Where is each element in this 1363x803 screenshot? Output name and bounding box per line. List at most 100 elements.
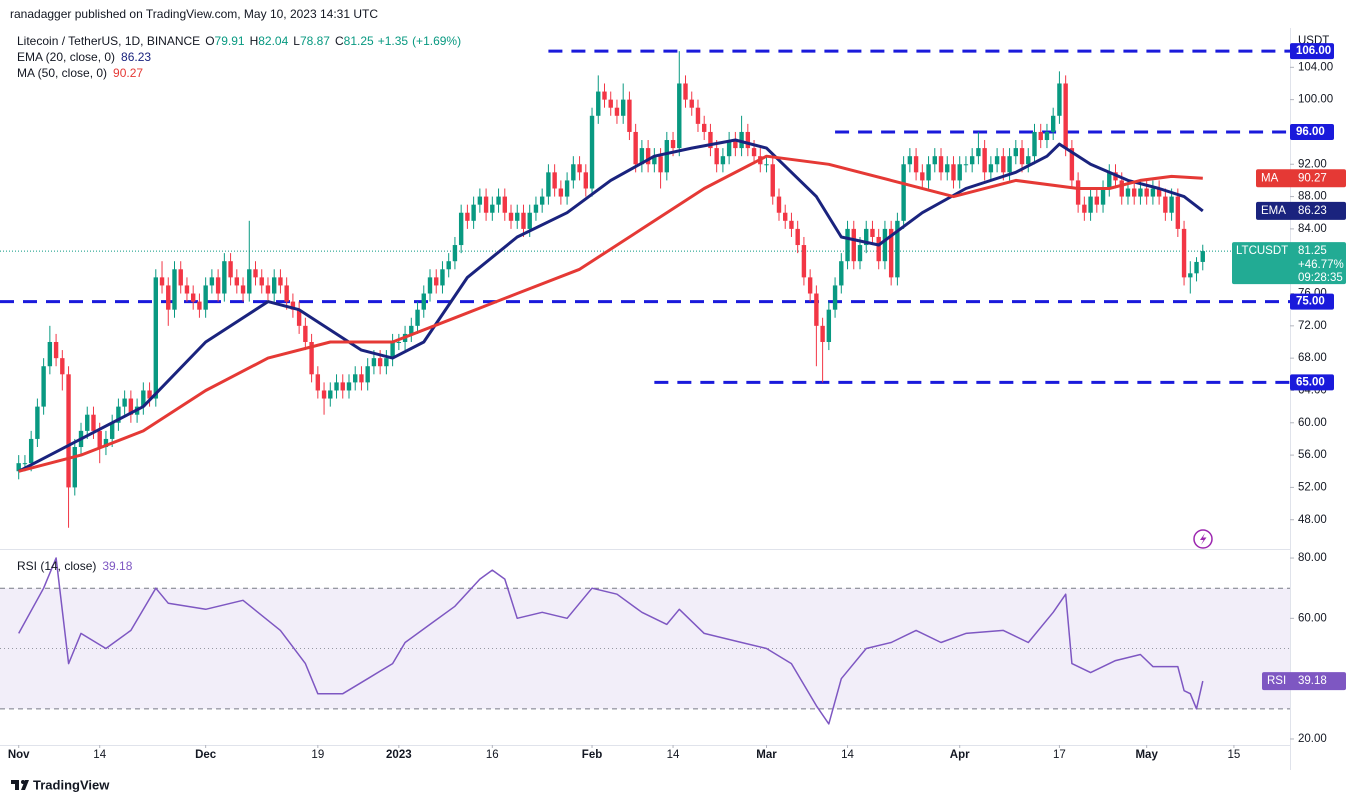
candle-body xyxy=(876,236,881,262)
candle-body xyxy=(1188,273,1193,278)
legend-row: Litecoin / TetherUS, 1D, BINANCE O79.91 H8… xyxy=(17,34,461,48)
candle-body xyxy=(384,358,389,367)
x-tick-label: Apr xyxy=(950,749,970,761)
candle-body xyxy=(907,156,913,165)
candle-body xyxy=(103,438,109,448)
candle-body xyxy=(290,301,296,310)
candle-body xyxy=(982,148,987,173)
candle-body xyxy=(932,156,937,165)
level-badge-label: 65.00 xyxy=(1296,376,1325,388)
alert-bolt xyxy=(1200,533,1207,545)
candle-body xyxy=(1069,148,1075,181)
candle-body xyxy=(471,204,476,221)
candle-body xyxy=(122,398,127,407)
candle-body xyxy=(390,341,395,359)
candle-body xyxy=(851,228,856,262)
candle-body xyxy=(346,382,352,391)
legend-rsi: RSI (14, close) xyxy=(17,559,96,573)
candle-body xyxy=(247,269,252,294)
candle-body xyxy=(496,196,501,205)
candle-body xyxy=(571,164,576,181)
candle-body xyxy=(1138,188,1143,197)
candle-body xyxy=(857,245,863,262)
candle-body xyxy=(359,374,364,383)
candle-body xyxy=(814,293,819,326)
logo-dot xyxy=(21,780,25,784)
candle-body xyxy=(91,414,96,431)
candle-body xyxy=(16,463,21,472)
candle-body xyxy=(926,164,931,181)
y-tick-label: 88.00 xyxy=(1298,191,1327,203)
candle-body xyxy=(714,148,719,165)
legend-indicator: EMA (20, close, 0) xyxy=(17,50,115,64)
candle-body xyxy=(870,228,875,237)
level-badge-label: 75.00 xyxy=(1296,296,1325,308)
candle-body xyxy=(1169,196,1174,213)
alert-icon[interactable] xyxy=(1193,529,1213,549)
candle-body xyxy=(85,414,90,431)
candle-body xyxy=(109,422,115,439)
legend-title: Litecoin / TetherUS, 1D, BINANCE xyxy=(17,34,200,48)
candle-body xyxy=(303,325,308,342)
candle-body xyxy=(795,228,800,246)
candle-body xyxy=(190,293,196,302)
x-tick-label: 15 xyxy=(1228,749,1241,761)
candle-body xyxy=(222,261,227,294)
candle-body xyxy=(440,269,445,286)
candle-body xyxy=(920,172,925,181)
x-tick-label: 14 xyxy=(667,749,680,761)
x-tick-label: Feb xyxy=(582,749,602,761)
candle-body xyxy=(1001,156,1006,173)
legend-ohlc-key: O xyxy=(205,34,214,48)
candle-body xyxy=(1019,148,1025,165)
level-badge xyxy=(1290,374,1334,391)
candle-body xyxy=(41,366,46,407)
candle-body xyxy=(97,430,102,448)
rsi-line xyxy=(18,557,1204,725)
candle-body xyxy=(627,99,632,132)
candle-body xyxy=(720,156,726,165)
symbol-badge-name: LTCUSDT xyxy=(1236,245,1288,257)
brand: TradingView xyxy=(33,777,110,792)
candle-body xyxy=(228,261,233,278)
candle-body xyxy=(533,204,539,213)
candle-body xyxy=(365,366,370,383)
candle-body xyxy=(265,285,271,294)
candle-body xyxy=(739,131,744,149)
candle-body xyxy=(415,309,420,326)
candle-body xyxy=(296,309,302,326)
candle-body xyxy=(1125,188,1131,197)
candle-body xyxy=(527,212,532,229)
candle-body xyxy=(371,358,377,367)
candle-body xyxy=(969,156,975,165)
candle-body xyxy=(209,277,215,286)
candle-body xyxy=(483,196,489,213)
candle-body xyxy=(683,83,688,100)
candle-body xyxy=(620,99,626,116)
candle-body xyxy=(47,341,53,367)
candle-body xyxy=(1013,148,1018,157)
symbol-badge-change: +46.77% xyxy=(1298,259,1344,271)
candle-body xyxy=(708,131,713,149)
legend-ohlc-value: 81.25 xyxy=(344,34,374,48)
candle-body xyxy=(695,107,701,124)
candle-body xyxy=(639,148,645,165)
candle-body xyxy=(53,341,59,359)
candle-body xyxy=(502,196,507,213)
legend-change: +1.35 xyxy=(378,34,409,48)
candle-body xyxy=(521,212,526,229)
candle-body xyxy=(197,301,202,310)
candle-body xyxy=(913,156,919,173)
candle-body xyxy=(141,390,146,407)
candle-body xyxy=(1063,83,1068,149)
candle-body xyxy=(421,293,426,310)
indicator-badge xyxy=(1256,169,1346,188)
level-badge-label: 106.00 xyxy=(1296,45,1331,57)
candle-body xyxy=(801,245,807,278)
candle-body xyxy=(1175,196,1181,229)
candle-body xyxy=(60,358,65,375)
y-tick-label: 72.00 xyxy=(1298,320,1327,332)
candle-body xyxy=(178,269,183,286)
indicator-badge xyxy=(1256,201,1346,220)
candle-body xyxy=(116,406,121,423)
